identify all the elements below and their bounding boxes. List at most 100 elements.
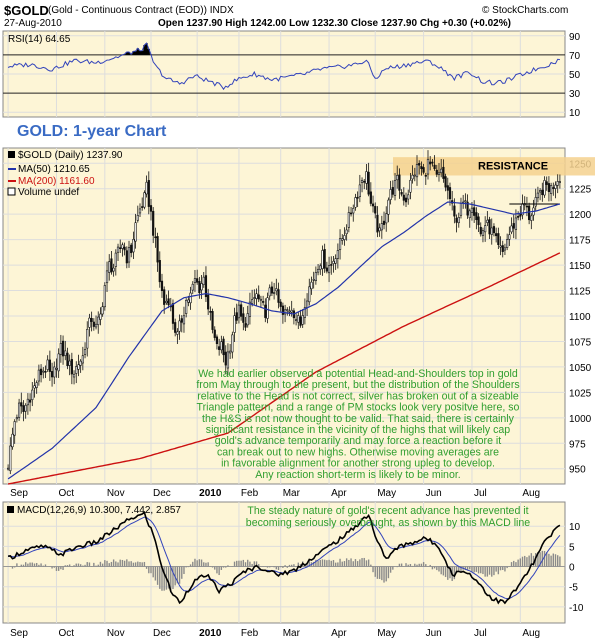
price-candle-body bbox=[88, 317, 91, 328]
price-candle-body bbox=[99, 313, 102, 320]
price-tick-label: 1150 bbox=[569, 261, 591, 272]
price-candle-body bbox=[110, 258, 113, 273]
price-candle-body bbox=[33, 385, 36, 389]
price-candle-body bbox=[305, 300, 309, 308]
price-candle-body bbox=[57, 353, 60, 372]
price-candle-body bbox=[211, 311, 214, 330]
price-candle-body bbox=[519, 214, 522, 217]
price-candle-body bbox=[539, 190, 542, 193]
volume-legend-swatch bbox=[7, 187, 16, 196]
price-panel: 950 975 1000 1025 1050 1075 1100 1125 1150 1175 12… bbox=[2, 147, 595, 485]
price-candle-body bbox=[334, 258, 337, 264]
price-candle-body bbox=[116, 246, 120, 253]
price-candle-body bbox=[61, 340, 65, 357]
price-candle-body bbox=[66, 352, 69, 367]
price-candle-body bbox=[378, 227, 381, 232]
price-candle-body bbox=[433, 164, 436, 169]
commentary-line: can break out to new highs. Otherwise mo… bbox=[217, 446, 499, 458]
macd-panel: -10 -5 0 5 10 MACD(12,26,9) 10.300, 7.442, 2.… bbox=[2, 501, 584, 624]
price-candle-body bbox=[402, 194, 405, 201]
price-candle-body bbox=[495, 233, 498, 237]
price-candle-body bbox=[42, 370, 45, 373]
price-candle-body bbox=[301, 315, 304, 325]
price-candle-body bbox=[55, 368, 58, 370]
price-candle-body bbox=[354, 197, 357, 208]
price-candle-body bbox=[552, 187, 555, 189]
price-candle-body bbox=[396, 175, 399, 181]
price-tick-label: 1125 bbox=[569, 287, 591, 298]
price-candle-body bbox=[90, 318, 93, 322]
price-candle-body bbox=[475, 212, 478, 221]
price-candle-body bbox=[455, 217, 458, 223]
rsi-tick-label: 50 bbox=[569, 70, 581, 81]
price-candle-body bbox=[409, 179, 412, 193]
price-candle-body bbox=[297, 315, 300, 323]
price-candle-body bbox=[492, 226, 496, 234]
price-candle-body bbox=[11, 433, 14, 448]
price-candle-body bbox=[279, 301, 282, 307]
rsi-tick-label: 70 bbox=[569, 51, 581, 62]
price-candle-body bbox=[356, 196, 359, 199]
month-label-top: Jul bbox=[474, 488, 487, 499]
month-label-bottom: Jun bbox=[426, 628, 442, 639]
price-candle-body bbox=[481, 230, 485, 236]
price-candle-body bbox=[152, 210, 155, 236]
price-candle-body bbox=[246, 313, 249, 326]
price-candle-body bbox=[255, 293, 258, 299]
price-candle-body bbox=[222, 338, 225, 356]
macd-line bbox=[7, 511, 561, 605]
month-label-bottom: Sep bbox=[10, 628, 28, 639]
month-label-top: Aug bbox=[522, 488, 540, 499]
header-date: 27-Aug-2010 bbox=[4, 18, 62, 29]
month-label-top: Jun bbox=[426, 488, 442, 499]
price-candle-body bbox=[319, 265, 322, 270]
price-candle-body bbox=[453, 205, 456, 217]
price-candle-body bbox=[385, 213, 388, 224]
price-candle-body bbox=[259, 298, 263, 301]
price-candle-body bbox=[371, 203, 375, 207]
price-candle-body bbox=[81, 355, 84, 364]
price-candle-body bbox=[178, 320, 181, 332]
price-candle-body bbox=[119, 247, 122, 249]
price-candle-body bbox=[534, 197, 537, 207]
macd-legend-swatch bbox=[7, 506, 14, 513]
commentary-line: We had earlier observed a potential Head… bbox=[198, 368, 518, 380]
price-candle-body bbox=[26, 398, 29, 406]
price-tick-label: 1100 bbox=[569, 312, 591, 323]
price-candle-body bbox=[457, 216, 460, 224]
month-label-bottom: Apr bbox=[331, 628, 347, 639]
price-candle-body bbox=[327, 265, 331, 274]
price-candle-body bbox=[215, 336, 219, 345]
price-candle-body bbox=[413, 174, 416, 177]
month-label-top: 2010 bbox=[199, 488, 222, 499]
price-candle-body bbox=[486, 219, 489, 223]
rsi-panel: 10 30 50 70 90 RSI(14) 64.65 GOLD: 1-year Char… bbox=[2, 30, 581, 140]
price-candle-body bbox=[242, 313, 245, 323]
month-axis-top: Sep Oct Nov Dec 2010 Feb Mar Apr May Jun Jul Aug bbox=[10, 488, 540, 499]
price-candle-body bbox=[517, 216, 520, 218]
month-label-top: Oct bbox=[58, 488, 74, 499]
price-candle-body bbox=[35, 382, 38, 388]
price-candle-body bbox=[314, 272, 317, 281]
price-candle-body bbox=[343, 235, 346, 240]
price-candle-body bbox=[499, 245, 502, 248]
commentary-line: relative to the Head is not correct, sil… bbox=[197, 390, 519, 402]
price-candle-body bbox=[13, 421, 16, 436]
ma200-line bbox=[7, 252, 561, 485]
price-candle-body bbox=[226, 351, 230, 369]
price-candle-body bbox=[308, 286, 311, 303]
price-candle-body bbox=[330, 264, 333, 266]
price-candle-body bbox=[189, 292, 192, 304]
price-candle-body bbox=[288, 310, 291, 313]
price-candle-body bbox=[380, 223, 383, 231]
price-tick-label: 1050 bbox=[569, 363, 592, 374]
macd-label: MACD(12,26,9) 10.300, 7.442, 2.857 bbox=[17, 505, 181, 516]
macd-tick-label: -10 bbox=[569, 603, 584, 614]
price-candle-body bbox=[525, 205, 529, 208]
price-candle-body bbox=[391, 187, 394, 195]
price-tick-label: 1025 bbox=[569, 388, 592, 399]
price-candle-body bbox=[235, 312, 238, 321]
price-candle-body bbox=[325, 267, 328, 272]
price-candle-body bbox=[127, 247, 131, 263]
